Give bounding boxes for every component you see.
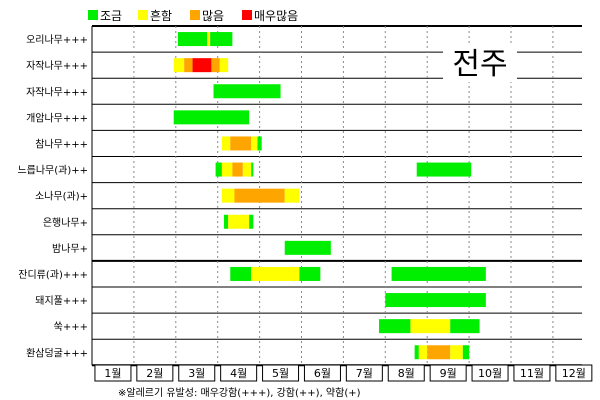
legend-swatch-very_many bbox=[242, 10, 252, 20]
month-tick-box bbox=[387, 364, 425, 382]
bar-segment-common bbox=[207, 32, 211, 47]
row-label: 참나무+++ bbox=[35, 138, 88, 150]
legend-swatch-common bbox=[138, 10, 148, 20]
footnote: ※알레르기 유발성: 매우강함(+++), 강함(++), 약함(+) bbox=[118, 387, 361, 399]
month-tick-label: 9월 bbox=[440, 367, 457, 380]
row-label: 느릅나무(과)++ bbox=[17, 165, 88, 177]
month-tick-label: 10월 bbox=[478, 367, 502, 380]
row-label: 오리나무+++ bbox=[26, 34, 88, 46]
bar-segment-low bbox=[391, 266, 486, 281]
row-label: 돼지풀+++ bbox=[35, 295, 88, 307]
bar-segment-many bbox=[234, 188, 285, 203]
month-tick-label: 6월 bbox=[314, 367, 331, 380]
month-tick-label: 3월 bbox=[188, 367, 205, 380]
row-label: 환삼덩굴+++ bbox=[26, 347, 88, 359]
row-labels: 오리나무+++ 자작나무+++ 자작나무+++ 개암나무+++ 참나무+++ 느릅나무(과… bbox=[17, 34, 88, 359]
bar-segment-many bbox=[211, 58, 220, 73]
bar-segment-common bbox=[284, 188, 300, 203]
bar-segment-low bbox=[284, 240, 331, 255]
bar-segment-low bbox=[230, 266, 252, 281]
bar-segment-low bbox=[213, 84, 281, 99]
bar-segment-low bbox=[299, 266, 321, 281]
bar-segment-low bbox=[379, 319, 411, 334]
bar-segment-low bbox=[416, 162, 472, 177]
legend-label-common: 흔함 bbox=[150, 9, 172, 23]
bar-segment-low bbox=[385, 293, 486, 308]
month-axis: 1월 2월 3월 4월 5월 6월 7월 8월 9월 10월 11월 12월 bbox=[94, 364, 593, 382]
month-tick-box bbox=[220, 364, 258, 382]
row-label: 자작나무+++ bbox=[26, 86, 88, 98]
row-label: 자작나무+++ bbox=[26, 60, 88, 72]
month-tick-box bbox=[303, 364, 341, 382]
month-tick-label: 8월 bbox=[398, 367, 415, 380]
month-tick-box bbox=[178, 364, 216, 382]
bar-segment-low bbox=[462, 345, 470, 360]
bar-segment-many bbox=[427, 345, 451, 360]
bar-segment-low bbox=[210, 32, 233, 47]
month-tick-label: 7월 bbox=[356, 367, 373, 380]
month-tick-label: 1월 bbox=[104, 367, 121, 380]
bar-segment-common bbox=[242, 162, 252, 177]
bar-segment-common bbox=[410, 319, 451, 334]
bar-segment-low bbox=[223, 214, 229, 229]
bar-segment-low bbox=[414, 345, 419, 360]
row-label: 소나무(과)+ bbox=[35, 191, 88, 203]
month-tick-label: 11월 bbox=[520, 367, 544, 380]
month-tick-label: 12월 bbox=[562, 367, 586, 380]
legend: 조금 흔함 많음 매우많음 bbox=[88, 9, 298, 23]
bar-segment-common bbox=[450, 345, 463, 360]
month-tick-box bbox=[555, 364, 593, 382]
row-label: 쑥+++ bbox=[54, 321, 88, 333]
month-tick-box bbox=[136, 364, 174, 382]
bar-segment-many bbox=[184, 58, 193, 73]
month-tick-box bbox=[262, 364, 300, 382]
bar-segment-low bbox=[215, 162, 222, 177]
legend-label-many: 많음 bbox=[202, 9, 224, 23]
legend-swatch-low bbox=[88, 10, 98, 20]
pollen-bars bbox=[173, 32, 486, 360]
bar-segment-common bbox=[221, 188, 235, 203]
bar-segment-low bbox=[450, 319, 480, 334]
bar-segment-common bbox=[251, 136, 258, 151]
month-tick-label: 2월 bbox=[146, 367, 163, 380]
bar-segment-common bbox=[221, 136, 231, 151]
bar-segment-low bbox=[249, 214, 254, 229]
row-label: 개암나무+++ bbox=[26, 112, 88, 124]
month-tick-box bbox=[471, 364, 509, 382]
month-tick-label: 4월 bbox=[230, 367, 247, 380]
month-tick-box bbox=[513, 364, 551, 382]
month-tick-box bbox=[429, 364, 467, 382]
bar-segment-common bbox=[221, 162, 233, 177]
bar-segment-common bbox=[251, 266, 300, 281]
bar-segment-low bbox=[251, 162, 254, 177]
bar-segment-common bbox=[418, 345, 428, 360]
bar-segment-low bbox=[177, 32, 208, 47]
bar-segment-low bbox=[173, 110, 250, 125]
row-label: 은행나무+ bbox=[43, 217, 88, 229]
region-label-box bbox=[443, 44, 517, 82]
bar-segment-many bbox=[232, 162, 243, 177]
month-tick-box bbox=[345, 364, 383, 382]
month-tick-label: 5월 bbox=[272, 367, 289, 380]
legend-label-very_many: 매우많음 bbox=[254, 9, 298, 23]
bar-segment-common bbox=[173, 58, 185, 73]
month-tick-box bbox=[94, 364, 132, 382]
legend-label-low: 조금 bbox=[100, 9, 122, 23]
bar-segment-common bbox=[228, 214, 250, 229]
bar-segment-many bbox=[230, 136, 252, 151]
bar-segment-low bbox=[257, 136, 262, 151]
row-label: 밤나무+ bbox=[52, 243, 88, 255]
legend-swatch-many bbox=[190, 10, 200, 20]
bar-segment-common bbox=[219, 58, 229, 73]
region-label: 전주 bbox=[452, 47, 507, 82]
row-label: 잔디류(과)+++ bbox=[18, 269, 88, 281]
bar-segment-very_many bbox=[192, 58, 212, 73]
